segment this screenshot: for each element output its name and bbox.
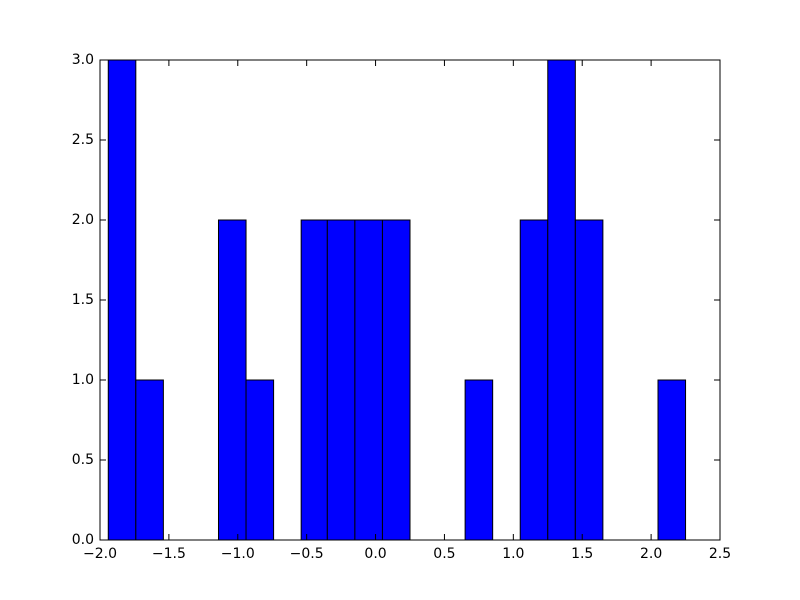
- bar: [326, 219, 356, 541]
- bar: [245, 379, 275, 541]
- x-tick-label: 1.0: [502, 546, 524, 562]
- bar: [519, 219, 549, 541]
- bar: [464, 379, 494, 541]
- y-tick-label: 1.5: [72, 292, 94, 308]
- x-tick-label: 0.0: [364, 546, 386, 562]
- x-tick-label: −0.5: [290, 546, 324, 562]
- bar: [574, 219, 604, 541]
- x-tick-label: 2.5: [709, 546, 731, 562]
- y-tick-label: 0.0: [72, 532, 94, 548]
- y-tick-label: 0.5: [72, 452, 94, 468]
- y-tick-label: 2.5: [72, 132, 94, 148]
- bar: [354, 219, 383, 541]
- y-tick-label: 3.0: [72, 52, 94, 68]
- x-tick-label: −1.0: [221, 546, 255, 562]
- bar: [135, 379, 164, 541]
- x-tick-label: −2.0: [83, 546, 117, 562]
- bar: [381, 219, 411, 541]
- y-tick-label: 2.0: [72, 212, 94, 228]
- x-tick-label: 2.0: [640, 546, 662, 562]
- bar: [217, 219, 247, 541]
- bar: [107, 59, 137, 541]
- bar: [657, 379, 687, 541]
- bar: [547, 59, 576, 541]
- x-tick-label: 1.5: [571, 546, 593, 562]
- x-tick-label: 0.5: [433, 546, 455, 562]
- bar: [300, 219, 328, 541]
- x-tick-label: −1.5: [152, 546, 186, 562]
- y-tick-label: 1.0: [72, 372, 94, 388]
